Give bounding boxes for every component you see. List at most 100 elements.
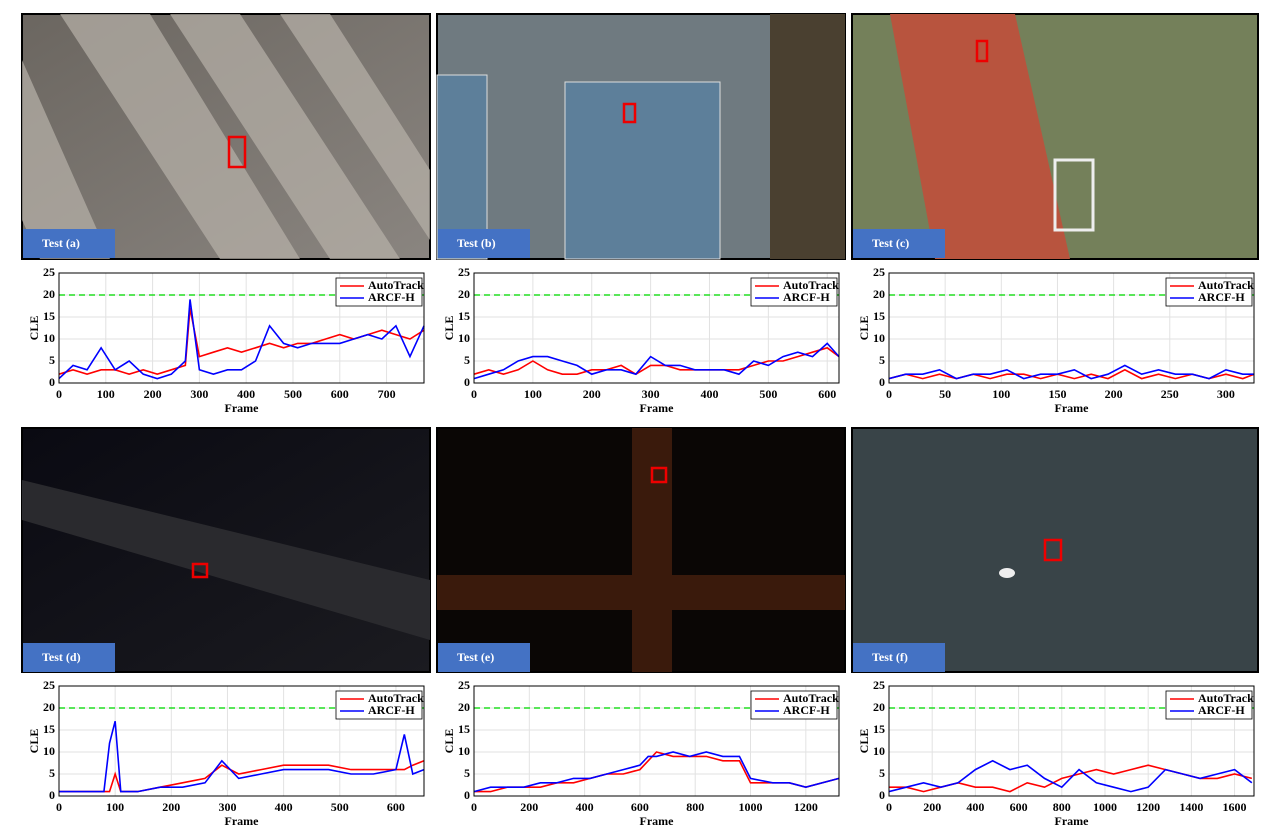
x-axis-label: Frame (225, 401, 260, 415)
legend-box (335, 277, 423, 307)
y-tick-label: 25 (43, 678, 55, 692)
panel-label: Test (b) (457, 236, 496, 250)
y-axis-label: CLE (27, 729, 41, 754)
x-axis-label: Frame (225, 814, 260, 828)
x-tick-label: 400 (966, 800, 984, 814)
data-line (58, 308, 425, 376)
y-tick-label: 10 (873, 744, 885, 758)
photo-e (436, 427, 846, 673)
y-axis-label: CLE (857, 729, 871, 754)
x-tick-label: 1200 (794, 800, 818, 814)
y-tick-label: 25 (873, 678, 885, 692)
panel-label: Test (e) (457, 650, 494, 664)
x-tick-label: 600 (1010, 800, 1028, 814)
x-tick-label: 400 (700, 387, 718, 401)
x-tick-label: 200 (583, 387, 601, 401)
x-tick-label: 400 (576, 800, 594, 814)
x-axis-label: Frame (1055, 401, 1090, 415)
x-tick-label: 400 (275, 800, 293, 814)
x-tick-label: 1000 (1093, 800, 1117, 814)
y-tick-label: 0 (464, 375, 470, 389)
y-tick-label: 20 (873, 700, 885, 714)
data-line (888, 759, 1253, 793)
x-tick-label: 500 (284, 387, 302, 401)
x-tick-label: 0 (886, 387, 892, 401)
y-axis-label: CLE (27, 316, 41, 341)
x-axis-label: Frame (1055, 814, 1090, 828)
data-line (59, 760, 425, 793)
y-tick-label: 15 (873, 722, 885, 736)
plot-frame (888, 685, 1255, 797)
photo-c (851, 13, 1259, 260)
data-line (473, 346, 840, 376)
plot-frame (473, 272, 840, 384)
x-tick-label: 800 (1053, 800, 1071, 814)
x-tick-label: 200 (1105, 387, 1123, 401)
x-tick-label: 50 (939, 387, 951, 401)
y-tick-label: 25 (873, 265, 885, 279)
panel-label-box (438, 229, 530, 258)
y-tick-label: 0 (879, 788, 885, 802)
x-tick-label: 1600 (1223, 800, 1247, 814)
legend-box (1165, 690, 1253, 720)
x-tick-label: 100 (524, 387, 542, 401)
x-tick-label: 600 (631, 800, 649, 814)
x-tick-label: 200 (144, 387, 162, 401)
x-axis-label: Frame (640, 814, 675, 828)
x-tick-label: 600 (331, 387, 349, 401)
y-tick-label: 0 (49, 375, 55, 389)
y-axis-label: CLE (857, 316, 871, 341)
x-tick-label: 800 (686, 800, 704, 814)
photo-d (21, 427, 431, 673)
panel-label-box (853, 643, 945, 672)
panel-label: Test (a) (42, 236, 80, 250)
y-tick-label: 5 (879, 353, 885, 367)
x-tick-label: 1200 (1136, 800, 1160, 814)
x-tick-label: 0 (56, 800, 62, 814)
x-tick-label: 100 (992, 387, 1010, 401)
legend-label: ARCF-H (1198, 703, 1245, 717)
y-axis-label: CLE (442, 729, 456, 754)
y-tick-label: 5 (464, 766, 470, 780)
legend-label: AutoTrack (368, 278, 424, 292)
x-tick-label: 0 (886, 800, 892, 814)
legend-label: AutoTrack (368, 691, 424, 705)
data-line (59, 721, 425, 793)
legend-box (750, 690, 838, 720)
x-tick-label: 500 (331, 800, 349, 814)
x-tick-label: 700 (378, 387, 396, 401)
y-tick-label: 15 (873, 309, 885, 323)
plot-frame (58, 685, 425, 797)
x-tick-label: 0 (471, 387, 477, 401)
y-axis-label: CLE (442, 316, 456, 341)
y-tick-label: 5 (879, 766, 885, 780)
y-tick-label: 15 (43, 722, 55, 736)
legend-label: AutoTrack (783, 691, 839, 705)
x-tick-label: 100 (106, 800, 124, 814)
x-tick-label: 1000 (739, 800, 763, 814)
panel-label-box (23, 229, 115, 258)
data-line (473, 342, 840, 380)
y-tick-label: 20 (873, 287, 885, 301)
x-tick-label: 250 (1161, 387, 1179, 401)
legend-label: AutoTrack (1198, 278, 1254, 292)
x-tick-label: 600 (387, 800, 405, 814)
panel-label: Test (c) (872, 236, 909, 250)
x-axis-label: Frame (640, 401, 675, 415)
y-tick-label: 20 (43, 287, 55, 301)
y-tick-label: 5 (464, 353, 470, 367)
y-tick-label: 10 (458, 744, 470, 758)
data-line (474, 751, 840, 793)
legend-box (335, 690, 423, 720)
x-tick-label: 500 (759, 387, 777, 401)
legend-label: ARCF-H (368, 703, 415, 717)
x-tick-label: 1400 (1179, 800, 1203, 814)
photo-f (851, 427, 1259, 673)
x-tick-label: 300 (218, 800, 236, 814)
plot-frame (58, 272, 425, 384)
legend-box (1165, 277, 1253, 307)
y-tick-label: 15 (43, 309, 55, 323)
photo-a (21, 13, 431, 260)
y-tick-label: 15 (458, 722, 470, 736)
photo-b (436, 13, 846, 260)
